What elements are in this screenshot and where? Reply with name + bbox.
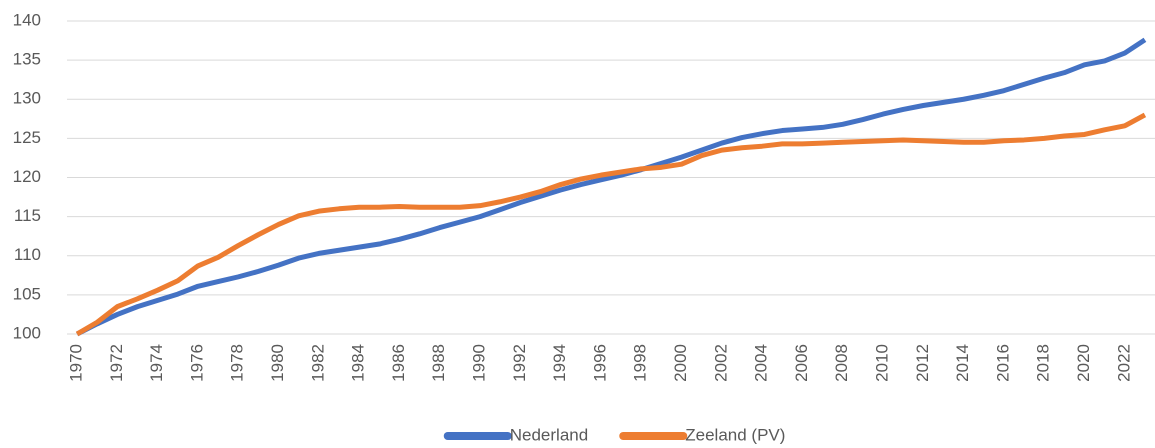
- x-tick-label: 2022: [1114, 344, 1133, 382]
- x-tick-label: 1984: [349, 344, 368, 382]
- x-tick-label: 1982: [308, 344, 327, 382]
- y-tick-label: 140: [13, 10, 41, 29]
- x-tick-label: 2002: [711, 344, 730, 382]
- y-tick-label: 100: [13, 323, 41, 342]
- x-tick-label: 2020: [1074, 344, 1093, 382]
- x-tick-label: 2018: [1034, 344, 1053, 382]
- x-tick-label: 2004: [752, 344, 771, 382]
- x-tick-label: 2014: [953, 344, 972, 382]
- x-tick-label: 1980: [268, 344, 287, 382]
- x-tick-label: 2000: [671, 344, 690, 382]
- series-line: [75, 37, 1147, 337]
- y-tick-label: 135: [13, 50, 41, 69]
- legend-label: Zeeland (PV): [685, 425, 785, 444]
- x-tick-label: 2008: [832, 344, 851, 382]
- series-line: [75, 112, 1147, 337]
- y-tick-label: 130: [13, 89, 41, 108]
- x-tick-label: 1972: [107, 344, 126, 382]
- x-tick-label: 1998: [631, 344, 650, 382]
- x-tick-label: 2006: [792, 344, 811, 382]
- x-tick-label: 2012: [913, 344, 932, 382]
- y-tick-label: 105: [13, 284, 41, 303]
- y-tick-label: 110: [14, 245, 41, 264]
- y-tick-label: 115: [14, 206, 41, 225]
- x-tick-label: 1986: [389, 344, 408, 382]
- y-tick-label: 125: [13, 128, 41, 147]
- x-tick-label: 1988: [429, 344, 448, 382]
- x-tick-label: 2010: [872, 344, 891, 382]
- x-tick-label: 1992: [510, 344, 529, 382]
- x-tick-label: 2016: [993, 344, 1012, 382]
- x-tick-label: 1974: [147, 344, 166, 382]
- x-tick-label: 1994: [550, 344, 569, 382]
- y-tick-label: 120: [13, 167, 41, 186]
- x-tick-label: 1976: [187, 344, 206, 382]
- legend-label: Nederland: [510, 425, 588, 444]
- x-tick-label: 1978: [228, 344, 247, 382]
- x-tick-label: 1990: [470, 344, 489, 382]
- x-tick-label: 1970: [67, 344, 86, 382]
- x-tick-label: 1996: [590, 344, 609, 382]
